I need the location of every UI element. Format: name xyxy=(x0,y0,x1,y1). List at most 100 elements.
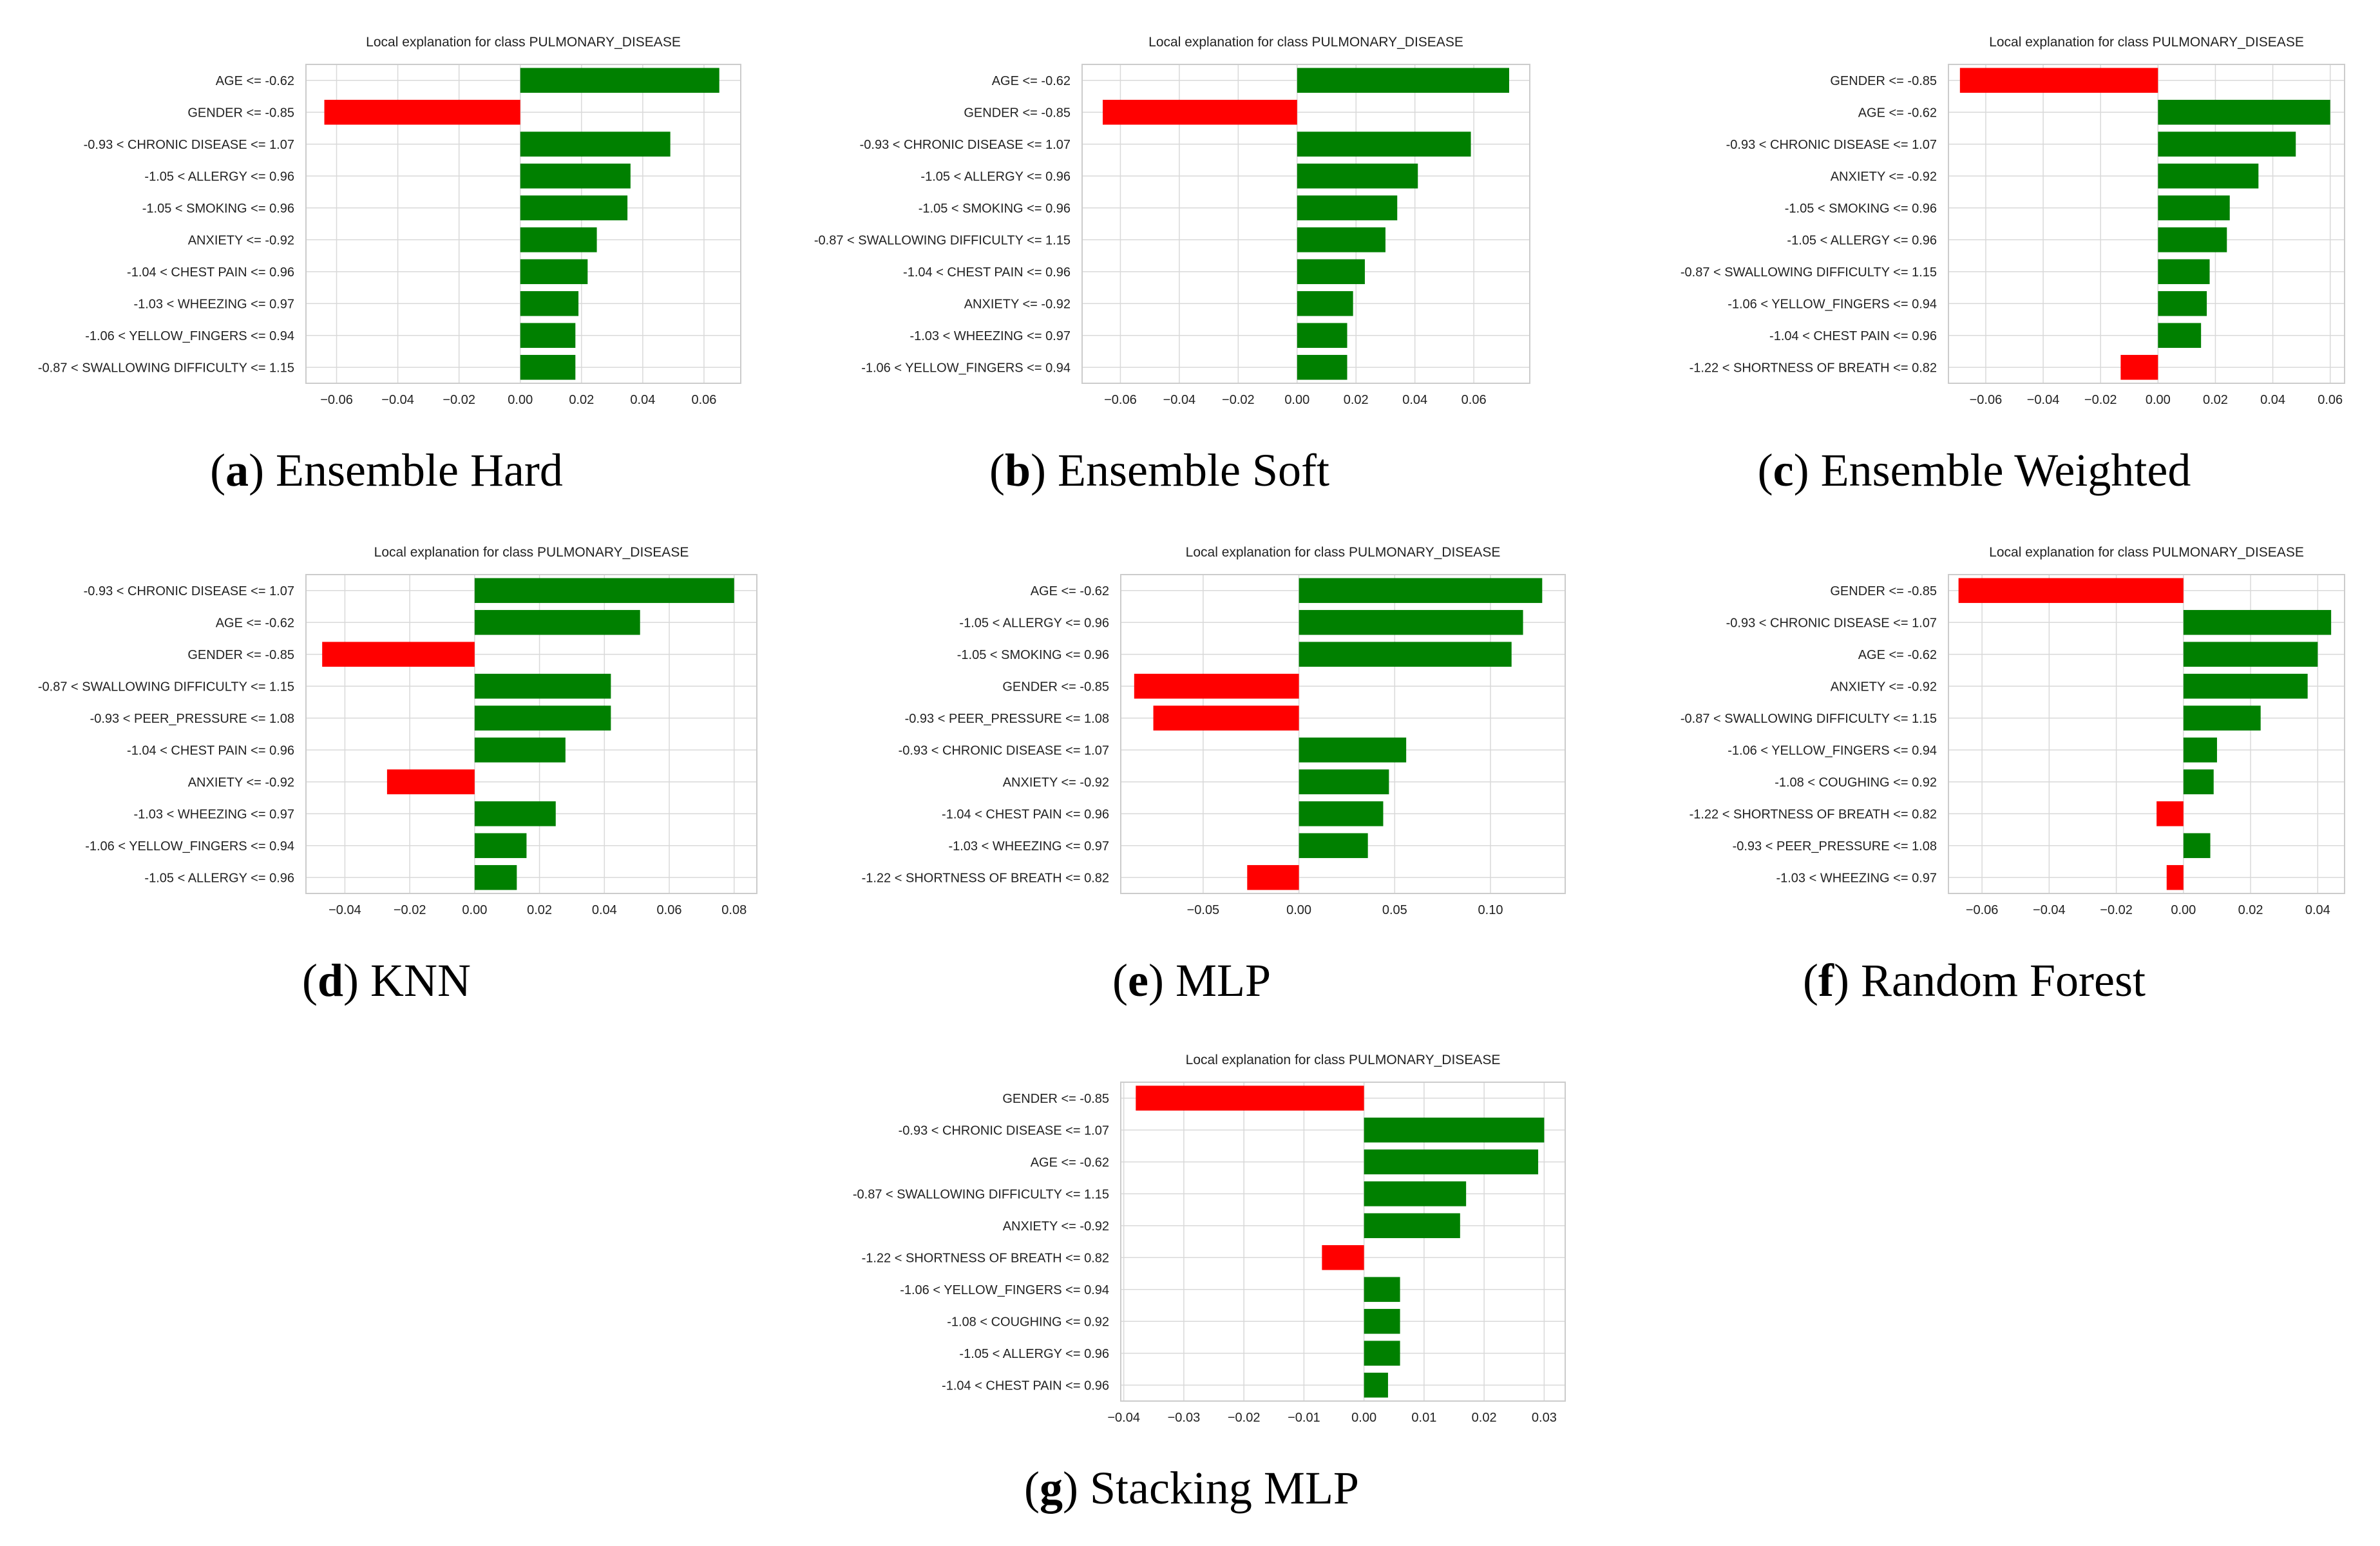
x-tick-label: 0.01 xyxy=(1411,1411,1436,1425)
y-tick-label: -0.93 < PEER_PRESSURE <= 1.08 xyxy=(905,712,1109,726)
y-tick-label: -1.05 < ALLERGY <= 0.96 xyxy=(144,871,294,885)
x-tick-label: 0.05 xyxy=(1382,903,1407,917)
chart-title: Local explanation for class PULMONARY_DI… xyxy=(1186,545,1501,560)
chart-c: GENDER <= -0.85 AGE <= -0.62 -0.93 < CHRON… xyxy=(1680,35,2345,407)
caption-text: Random Forest xyxy=(1860,955,2146,1006)
bar xyxy=(1247,864,1299,890)
bar xyxy=(520,354,576,380)
bar xyxy=(324,99,520,125)
bar xyxy=(2158,99,2330,125)
x-tick-label: −0.02 xyxy=(2100,903,2133,917)
y-tick-label: -1.03 < WHEEZING <= 0.97 xyxy=(1776,871,1937,885)
panel-c: GENDER <= -0.85 AGE <= -0.62 -0.93 < CHRON… xyxy=(1588,26,2361,496)
bar xyxy=(1297,163,1418,189)
y-tick-label: -1.08 < COUGHING <= 0.92 xyxy=(1775,776,1937,790)
bar xyxy=(1103,99,1297,125)
caption-e: (e) MLP xyxy=(1112,955,1271,1006)
y-tick-label: -0.93 < PEER_PRESSURE <= 1.08 xyxy=(1733,839,1937,854)
y-tick-label: -1.06 < YELLOW_FINGERS <= 0.94 xyxy=(900,1283,1109,1297)
bar xyxy=(1364,1117,1545,1143)
x-tick-label: 0.00 xyxy=(462,903,487,917)
x-tick-label: 0.04 xyxy=(2305,903,2330,917)
bar xyxy=(520,195,628,221)
bar xyxy=(520,227,597,253)
bar xyxy=(520,68,719,93)
bar xyxy=(1364,1213,1460,1239)
x-tick-label: 0.04 xyxy=(1402,393,1427,407)
y-tick-label: AGE <= -0.62 xyxy=(216,616,294,630)
panel-b: AGE <= -0.62 GENDER <= -0.85 -0.93 < CHRON… xyxy=(773,26,1546,493)
bar xyxy=(322,642,475,667)
y-tick-label: -1.06 < YELLOW_FINGERS <= 0.94 xyxy=(1728,297,1937,311)
y-tick-label: GENDER <= -0.85 xyxy=(1002,1092,1109,1106)
bar xyxy=(2183,833,2211,859)
y-tick-label: ANXIETY <= -0.92 xyxy=(188,233,294,247)
y-tick-label: -1.06 < YELLOW_FINGERS <= 0.94 xyxy=(1728,743,1937,758)
bar xyxy=(2158,323,2202,348)
x-tick-label: −0.04 xyxy=(1107,1411,1140,1425)
bar xyxy=(474,578,734,604)
bar xyxy=(520,259,588,285)
x-tick-label: 0.10 xyxy=(1478,903,1503,917)
y-tick-label: -1.03 < WHEEZING <= 0.97 xyxy=(133,297,294,311)
bar xyxy=(2158,163,2259,189)
x-tick-label: −0.05 xyxy=(1187,903,1220,917)
bar xyxy=(2183,642,2318,667)
x-tick-label: −0.04 xyxy=(328,903,361,917)
y-tick-label: -1.22 < SHORTNESS OF BREATH <= 0.82 xyxy=(1690,361,1937,375)
x-tick-label: 0.00 xyxy=(2146,393,2171,407)
caption-text: Ensemble Hard xyxy=(276,444,563,496)
x-tick-label: 0.02 xyxy=(1472,1411,1497,1425)
y-tick-label: -0.93 < CHRONIC DISEASE <= 1.07 xyxy=(860,138,1071,152)
bar xyxy=(1364,1181,1467,1207)
panel-e: AGE <= -0.62 -1.05 < ALLERGY <= 0.96 -1.05… xyxy=(805,536,1578,1006)
x-tick-label: 0.06 xyxy=(1461,393,1487,407)
panel-d: -0.93 < CHRONIC DISEASE <= 1.07 AGE <= -0… xyxy=(0,536,773,1006)
plot-frame xyxy=(1948,64,2345,384)
y-tick-label: -1.03 < WHEEZING <= 0.97 xyxy=(948,839,1109,854)
bar xyxy=(474,833,527,859)
y-tick-label: -0.87 < SWALLOWING DIFFICULTY <= 1.15 xyxy=(38,361,294,375)
bar xyxy=(1959,68,2158,93)
bar xyxy=(1297,227,1385,253)
y-tick-label: GENDER <= -0.85 xyxy=(187,106,294,120)
y-tick-label: -1.04 < CHEST PAIN <= 0.96 xyxy=(127,265,294,280)
bar xyxy=(1136,1085,1364,1111)
chart-title: Local explanation for class PULMONARY_DI… xyxy=(1186,1053,1501,1067)
y-tick-label: ANXIETY <= -0.92 xyxy=(188,776,294,790)
y-tick-label: -1.03 < WHEEZING <= 0.97 xyxy=(133,807,294,821)
y-tick-label: -0.93 < PEER_PRESSURE <= 1.08 xyxy=(90,712,294,726)
caption-c: (c) Ensemble Weighted xyxy=(1757,444,2191,496)
x-tick-label: −0.02 xyxy=(2084,393,2117,407)
plot-frame xyxy=(1081,64,1530,384)
y-tick-label: -0.93 < CHRONIC DISEASE <= 1.07 xyxy=(899,1123,1109,1138)
bar xyxy=(2158,195,2230,221)
bar xyxy=(2156,801,2184,826)
y-tick-label: -1.05 < SMOKING <= 0.96 xyxy=(1785,202,1937,216)
x-tick-label: 0.02 xyxy=(2203,393,2228,407)
x-tick-label: −0.02 xyxy=(1228,1411,1261,1425)
bar xyxy=(1297,195,1398,221)
bar xyxy=(1299,737,1407,763)
x-tick-label: −0.04 xyxy=(2033,903,2066,917)
x-tick-label: 0.02 xyxy=(569,393,594,407)
y-tick-label: -1.03 < WHEEZING <= 0.97 xyxy=(909,329,1071,343)
caption-d: (d) KNN xyxy=(301,955,471,1006)
chart-f: GENDER <= -0.85 -0.93 < CHRONIC DISEASE <… xyxy=(1680,545,2345,917)
bar xyxy=(520,163,631,189)
y-tick-label: ANXIETY <= -0.92 xyxy=(1831,680,1937,694)
bar xyxy=(1297,131,1471,157)
x-tick-label: 0.02 xyxy=(527,903,552,917)
y-tick-label: GENDER <= -0.85 xyxy=(964,106,1071,120)
x-tick-label: 0.00 xyxy=(1284,393,1309,407)
caption-text: Stacking MLP xyxy=(1089,1462,1359,1514)
bar xyxy=(2158,259,2210,285)
y-tick-label: GENDER <= -0.85 xyxy=(1830,74,1937,88)
caption-text: Ensemble Weighted xyxy=(1820,444,2191,496)
chart-title: Local explanation for class PULMONARY_DI… xyxy=(1989,545,2304,560)
bar xyxy=(1134,673,1299,699)
caption-text: MLP xyxy=(1175,955,1271,1006)
y-tick-label: -1.22 < SHORTNESS OF BREATH <= 0.82 xyxy=(862,1251,1109,1265)
bar xyxy=(386,769,475,795)
